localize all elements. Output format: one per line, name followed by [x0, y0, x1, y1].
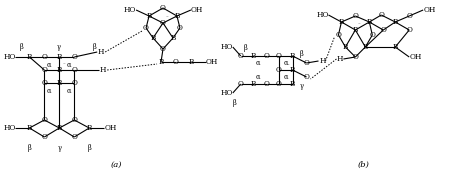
Text: O: O: [177, 24, 183, 32]
Text: O: O: [72, 79, 77, 87]
Text: (b): (b): [357, 161, 369, 169]
Text: HO: HO: [3, 124, 16, 132]
Text: B: B: [57, 79, 62, 87]
Text: HO: HO: [316, 11, 328, 19]
Text: O: O: [264, 52, 270, 60]
Text: O: O: [72, 133, 77, 141]
Text: α: α: [283, 59, 288, 67]
Text: O: O: [160, 45, 166, 53]
Text: B: B: [392, 43, 398, 51]
Text: B: B: [87, 124, 92, 132]
Text: α: α: [47, 87, 52, 95]
Text: β: β: [244, 44, 247, 52]
Text: β: β: [233, 99, 237, 107]
Text: HO: HO: [124, 6, 136, 14]
Text: OH: OH: [104, 124, 117, 132]
Text: B: B: [251, 80, 256, 88]
Text: B: B: [27, 53, 32, 61]
Text: B: B: [290, 66, 295, 74]
Text: β: β: [19, 43, 23, 51]
Text: O: O: [41, 116, 47, 124]
Text: B: B: [27, 124, 32, 132]
Text: O: O: [353, 12, 358, 20]
Text: O: O: [72, 53, 77, 61]
Text: O: O: [41, 53, 47, 61]
Text: O: O: [160, 19, 166, 27]
Text: OH: OH: [423, 6, 436, 14]
Text: α: α: [67, 87, 72, 95]
Text: HO: HO: [220, 89, 233, 97]
Text: (a): (a): [110, 161, 122, 169]
Text: α: α: [255, 59, 260, 67]
Text: β: β: [87, 144, 91, 152]
Text: O: O: [143, 24, 149, 32]
Text: O: O: [238, 52, 244, 60]
Text: O: O: [72, 66, 77, 74]
Text: B: B: [343, 43, 348, 51]
Text: β: β: [92, 43, 96, 51]
Text: O: O: [304, 73, 310, 81]
Text: O: O: [406, 12, 412, 20]
Text: O: O: [276, 80, 282, 88]
Text: H: H: [98, 48, 104, 56]
Text: B: B: [290, 80, 295, 88]
Text: B: B: [251, 52, 256, 60]
Text: HO: HO: [3, 53, 16, 61]
Text: HO: HO: [220, 43, 233, 51]
Text: O: O: [380, 26, 386, 34]
Text: O: O: [369, 31, 375, 39]
Text: ⁻: ⁻: [286, 64, 289, 69]
Text: α: α: [255, 73, 260, 81]
Text: OH: OH: [409, 53, 421, 61]
Text: O: O: [353, 53, 358, 61]
Text: OH: OH: [206, 58, 218, 66]
Text: B: B: [170, 34, 176, 42]
Text: α: α: [47, 61, 52, 69]
Text: B: B: [339, 18, 344, 26]
Text: O: O: [173, 58, 179, 66]
Text: O: O: [336, 31, 341, 39]
Text: B: B: [174, 12, 180, 20]
Text: B: B: [146, 12, 152, 20]
Text: B: B: [392, 18, 398, 26]
Text: H: H: [100, 66, 107, 74]
Text: γ: γ: [56, 43, 60, 51]
Text: O: O: [276, 66, 282, 74]
Text: B: B: [367, 18, 372, 26]
Text: O: O: [264, 80, 270, 88]
Text: O: O: [41, 66, 47, 74]
Text: O: O: [41, 79, 47, 87]
Text: OH: OH: [191, 6, 203, 14]
Text: O: O: [160, 4, 166, 12]
Text: O: O: [406, 26, 412, 34]
Text: α: α: [283, 73, 288, 81]
Text: ⁻: ⁻: [165, 16, 168, 21]
Text: H: H: [336, 55, 343, 63]
Text: B: B: [150, 34, 156, 42]
Text: β: β: [27, 144, 31, 152]
Text: O: O: [304, 59, 310, 67]
Text: O: O: [238, 80, 244, 88]
Text: H: H: [319, 57, 326, 65]
Text: B: B: [57, 53, 62, 61]
Text: B: B: [57, 66, 62, 74]
Text: γ: γ: [57, 144, 61, 152]
Text: γ: γ: [300, 82, 303, 90]
Text: B: B: [290, 52, 295, 60]
Text: O: O: [276, 52, 282, 60]
Text: ⁻: ⁻: [63, 62, 66, 67]
Text: α: α: [67, 61, 72, 69]
Text: ⁻: ⁻: [358, 23, 361, 28]
Text: O: O: [41, 133, 47, 141]
Text: B: B: [363, 43, 368, 51]
Text: B: B: [57, 124, 62, 132]
Text: B: B: [188, 58, 193, 66]
Text: O: O: [72, 116, 77, 124]
Text: O: O: [378, 11, 384, 19]
Text: β: β: [300, 50, 303, 58]
Text: B: B: [353, 26, 358, 34]
Text: B: B: [158, 58, 164, 66]
